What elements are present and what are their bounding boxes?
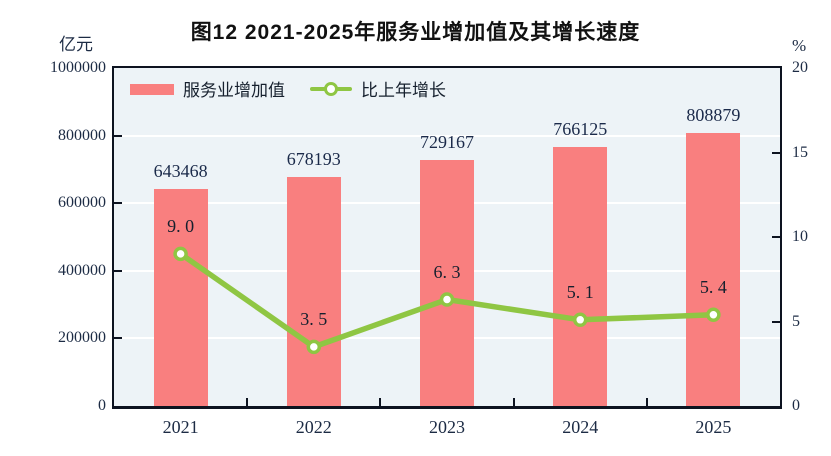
right-axis-tick [772, 151, 780, 154]
bar [553, 147, 608, 406]
x-axis-tick [512, 398, 515, 406]
chart-title: 图12 2021-2025年服务业增加值及其增长速度 [190, 21, 641, 44]
right-axis-unit-label: % [792, 36, 807, 55]
bar [286, 176, 341, 406]
left-axis-tick [114, 134, 122, 137]
right-axis-tick-label: 20 [792, 59, 808, 76]
right-axis-tick-label: 5 [792, 312, 800, 330]
right-axis-tick-label: 0 [792, 397, 800, 414]
x-axis-category-label: 2025 [695, 417, 732, 437]
legend-line-swatch [310, 81, 352, 96]
x-axis-tick [246, 398, 249, 406]
gridline [114, 134, 780, 137]
chart-legend: 服务业增加值 比上年增长 [130, 76, 446, 101]
left-axis-tick [114, 269, 122, 272]
right-axis-tick [772, 320, 780, 323]
left-axis-unit-label: 亿元 [59, 35, 93, 54]
left-axis-tick [114, 202, 122, 205]
right-axis-tick [772, 236, 780, 238]
x-axis-tick [379, 398, 382, 406]
left-axis-tick-label: 0 [98, 397, 106, 414]
bar-value-label: 766125 [553, 119, 608, 140]
x-axis-category-label: 2023 [429, 417, 465, 437]
line-value-label: 5. 1 [566, 281, 594, 302]
left-axis-tick-label: 600000 [58, 194, 106, 212]
bar-value-label: 808879 [686, 104, 741, 125]
bar [686, 132, 741, 406]
line-value-label: 5. 4 [699, 276, 727, 297]
legend-line-marker-icon [324, 81, 338, 96]
left-axis-tick-label: 800000 [58, 126, 106, 144]
right-axis-tick-label: 10 [792, 228, 808, 245]
left-axis-tick [114, 337, 122, 340]
x-axis-category-label: 2021 [162, 417, 199, 437]
legend-bar-label: 服务业增加值 [183, 81, 285, 100]
bar-value-label: 643468 [153, 160, 208, 181]
x-axis-category-label: 2024 [562, 417, 599, 437]
line-value-label: 6. 3 [433, 261, 461, 282]
x-axis-category-label: 2022 [295, 417, 332, 437]
line-value-label: 3. 5 [300, 308, 328, 329]
bar-value-label: 678193 [286, 148, 341, 169]
bar-value-label: 729167 [420, 131, 474, 152]
x-axis-tick [645, 398, 648, 406]
left-axis-tick-label: 200000 [58, 329, 106, 347]
bar [420, 159, 474, 406]
legend-line-label: 比上年增长 [361, 81, 446, 100]
left-axis-tick-label: 1000000 [50, 59, 106, 76]
right-axis-tick-label: 15 [792, 143, 808, 161]
line-value-label: 9. 0 [167, 215, 195, 236]
left-axis-tick-label: 400000 [58, 261, 106, 279]
legend-bar-swatch [130, 83, 174, 95]
